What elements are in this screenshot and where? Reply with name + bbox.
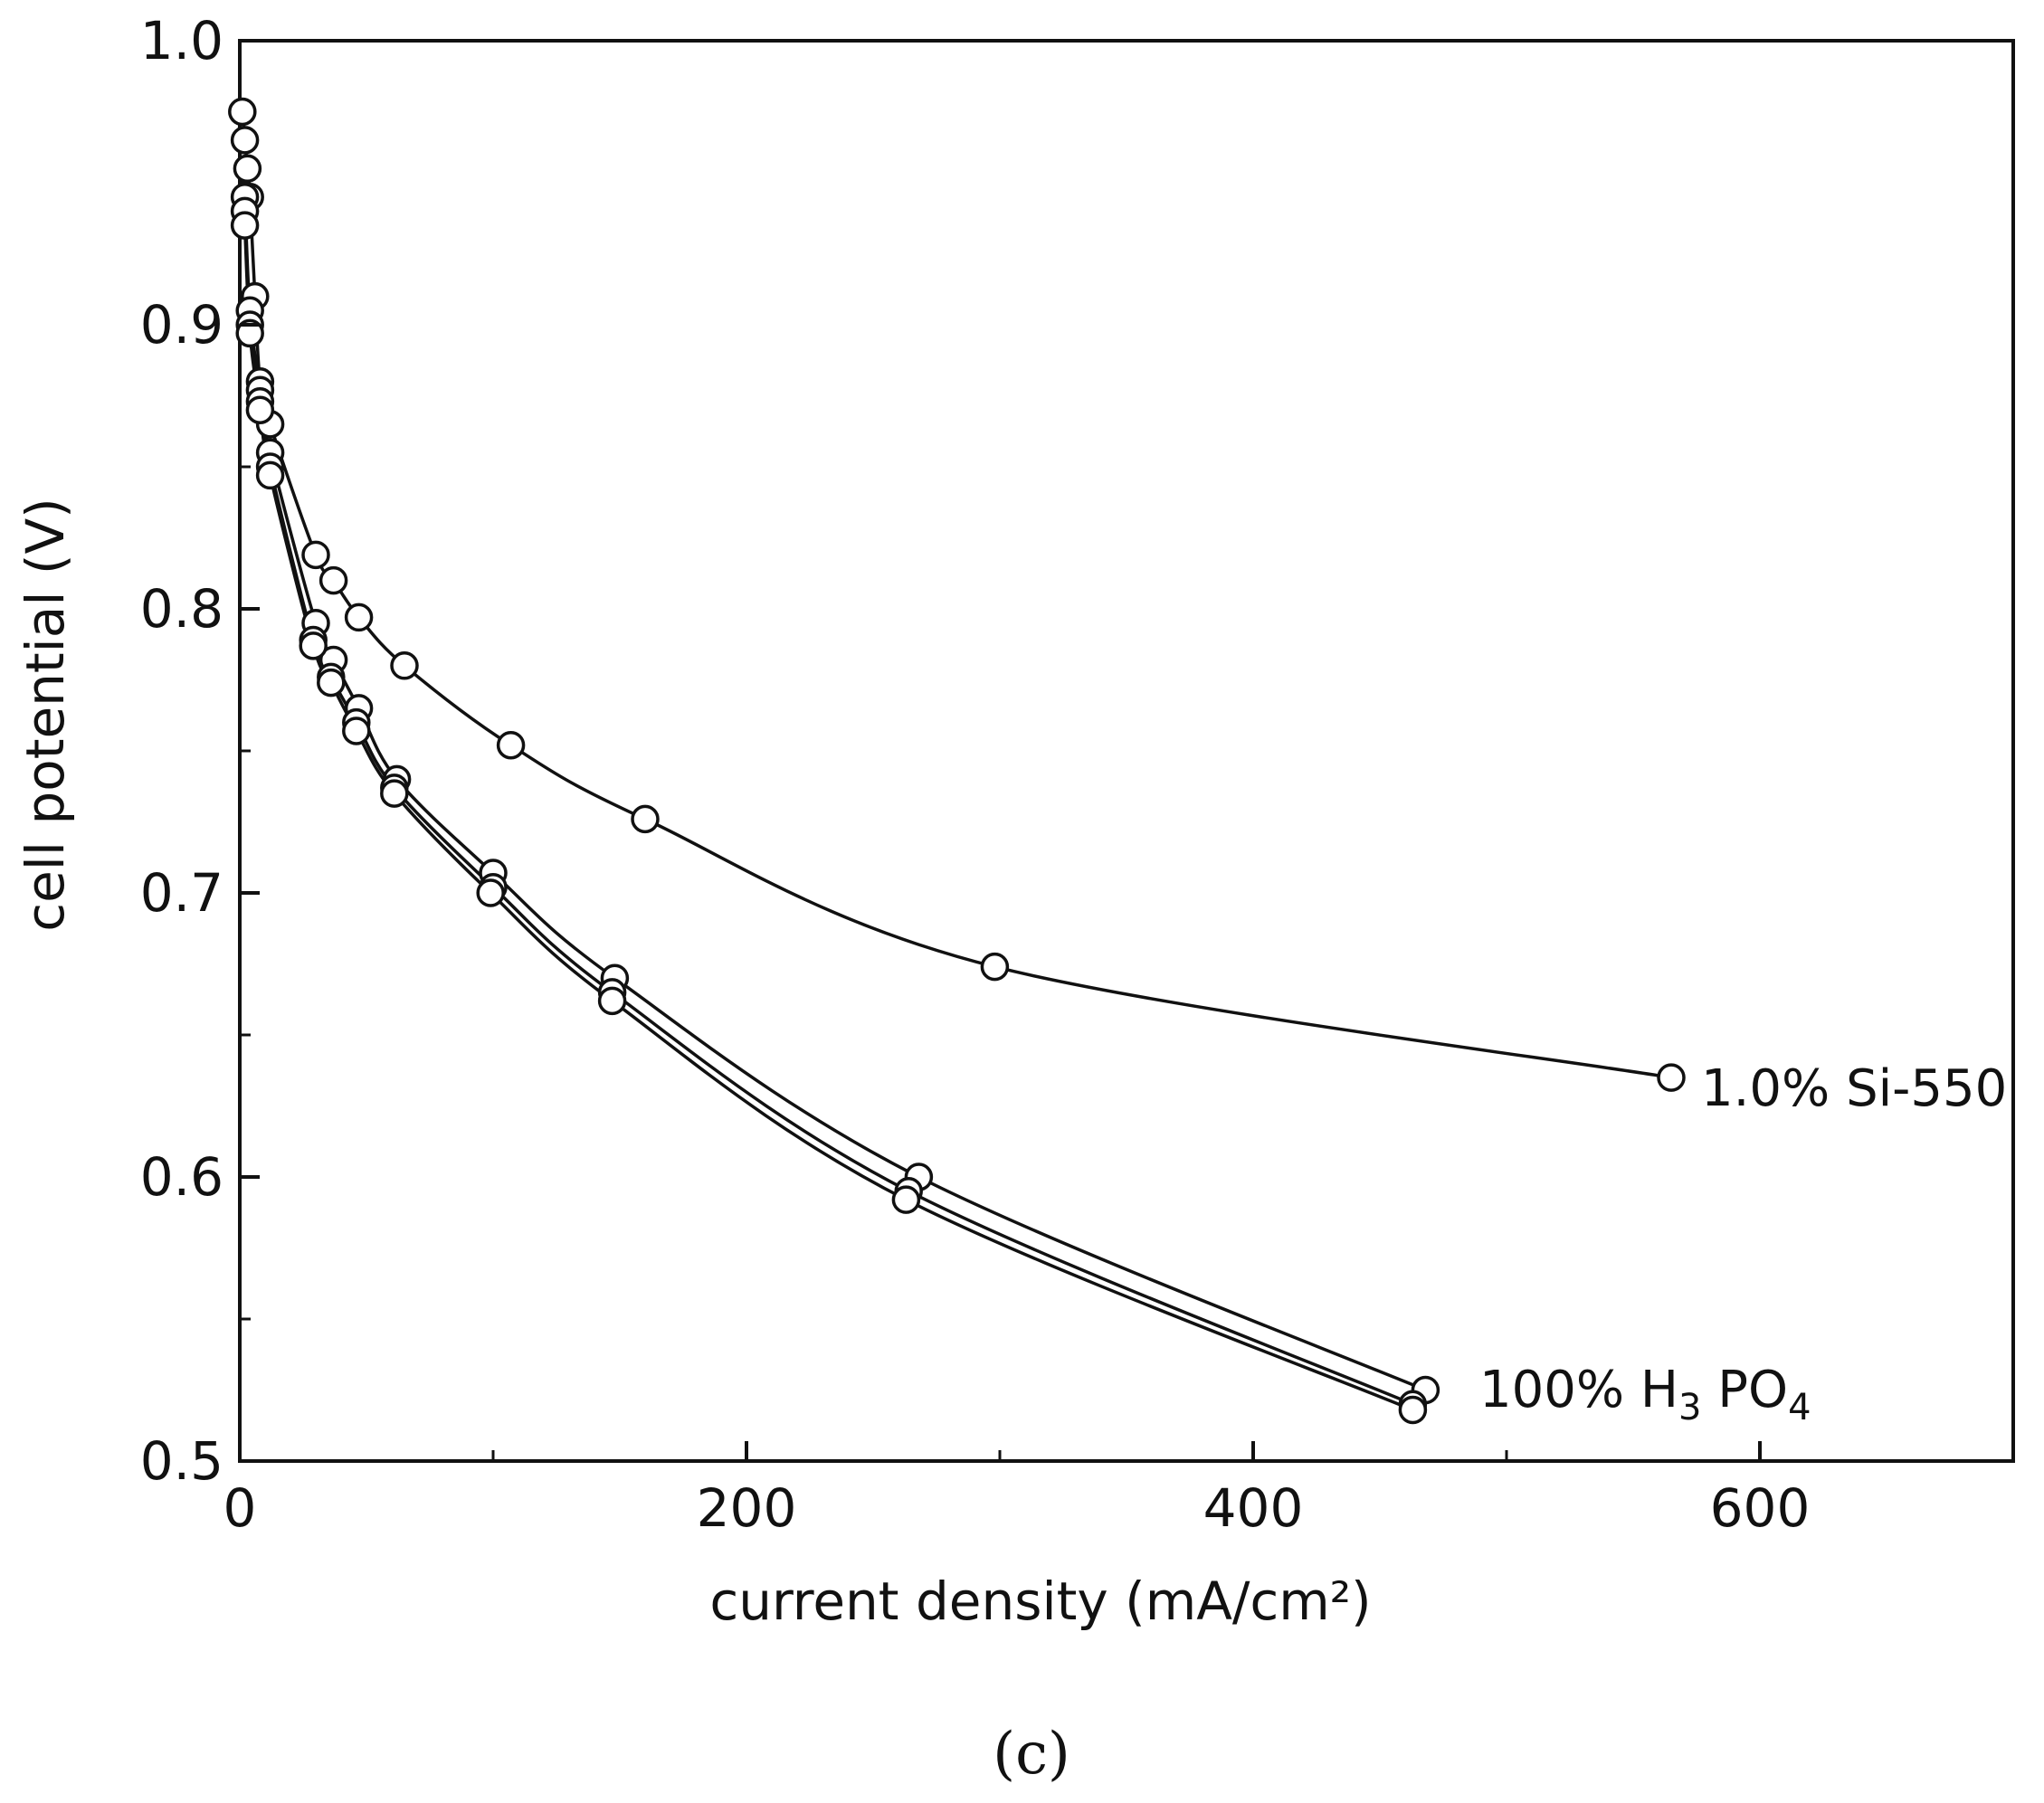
data-point bbox=[597, 986, 627, 1016]
y-tick-label: 0.6 bbox=[140, 1146, 223, 1208]
series-label-h3po4-tail: PO bbox=[1701, 1361, 1788, 1419]
y-tick-label: 0.8 bbox=[140, 578, 223, 640]
series-label-si550: 1.0% Si-550 bbox=[1701, 1059, 2007, 1118]
data-point bbox=[255, 460, 285, 490]
data-point bbox=[1398, 1395, 1428, 1425]
data-point bbox=[390, 651, 419, 680]
data-point bbox=[980, 952, 1010, 982]
series-label-h3po4-sub-4: 4 bbox=[1788, 1387, 1811, 1428]
data-point bbox=[230, 126, 260, 155]
data-point bbox=[317, 668, 346, 697]
series-label-h3po4: 100% H3 PO4 bbox=[1479, 1361, 1811, 1428]
series-line-1 bbox=[242, 196, 1427, 1392]
data-point bbox=[299, 631, 328, 660]
data-point bbox=[344, 603, 374, 632]
x-tick-label: 400 bbox=[1203, 1477, 1304, 1539]
data-point bbox=[476, 878, 505, 907]
y-tick-label: 0.5 bbox=[140, 1430, 223, 1492]
series-label-h3po4-sub-3: 3 bbox=[1678, 1387, 1701, 1428]
series-line-0 bbox=[241, 111, 1672, 1079]
y-tick-label: 0.7 bbox=[140, 862, 223, 924]
y-axis-title: cell potential (V) bbox=[14, 498, 76, 932]
data-point bbox=[228, 97, 257, 127]
series-line-2 bbox=[242, 211, 1414, 1406]
data-point bbox=[342, 716, 371, 745]
series-label-h3po4-text: 100% H bbox=[1479, 1361, 1678, 1419]
y-tick-label: 1.0 bbox=[140, 10, 223, 71]
data-point bbox=[301, 540, 330, 570]
x-tick-label: 0 bbox=[223, 1477, 257, 1539]
x-tick-label: 200 bbox=[697, 1477, 797, 1539]
data-point bbox=[631, 804, 660, 834]
x-tick-label: 600 bbox=[1710, 1477, 1811, 1539]
data-point bbox=[1657, 1063, 1686, 1092]
data-point bbox=[245, 395, 275, 424]
data-point bbox=[891, 1185, 921, 1214]
data-point bbox=[233, 154, 262, 184]
data-point bbox=[380, 779, 409, 808]
data-point bbox=[230, 211, 260, 240]
data-point bbox=[496, 730, 526, 760]
data-point bbox=[235, 318, 264, 348]
series-label-si550-text: 1.0% Si-550 bbox=[1701, 1059, 2007, 1118]
data-point bbox=[318, 565, 348, 595]
y-tick-label: 0.9 bbox=[140, 294, 223, 356]
x-axis-title: current density (mA/cm²) bbox=[709, 1571, 1371, 1632]
panel-label: (c) bbox=[993, 1721, 1070, 1788]
